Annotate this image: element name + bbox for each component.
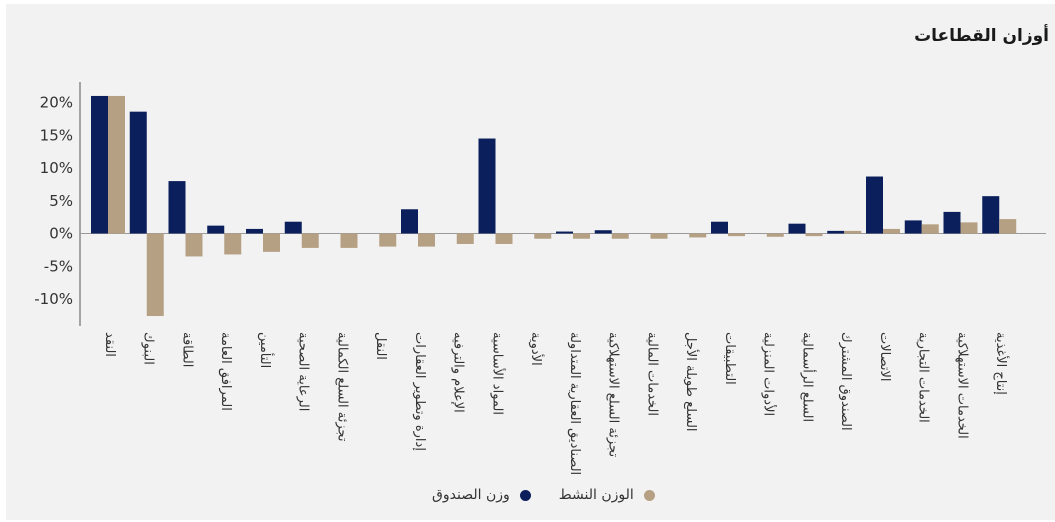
x-category-label: الخدمات الاستهلاكية — [954, 332, 969, 439]
bar-active-weight — [573, 233, 590, 239]
bar-active-weight — [805, 233, 823, 237]
bar-active-weight — [999, 219, 1017, 234]
x-category-label: الخدمات التجارية — [916, 332, 931, 423]
x-category-label: النقل — [373, 332, 388, 360]
x-category-label: تجزئة السلع الكمالية — [334, 332, 349, 442]
bar-active-weight — [883, 228, 900, 234]
x-category-label: الصندوق المشترك — [838, 332, 853, 431]
bar-fund-weight — [129, 111, 147, 234]
legend-swatch-active-weight — [643, 489, 655, 501]
x-category-label: الأدوية — [528, 332, 545, 366]
x-category-label: المواد الأساسية — [489, 332, 506, 415]
x-category-label: المرافق العامة — [218, 332, 233, 411]
legend: وزن الصندوق الوزن النشط — [432, 487, 655, 503]
bar-fund-weight — [478, 138, 496, 234]
x-category-label: تجزئة السلع الاستهلاكية — [606, 332, 621, 457]
y-tick-label: -10% — [34, 290, 73, 308]
x-category-label: إدارة وتطوير العقارات — [412, 332, 427, 451]
bar-active-weight — [960, 222, 978, 234]
bar-active-weight — [301, 233, 319, 248]
bar-active-weight — [534, 233, 552, 239]
y-tick-label: 20% — [40, 94, 73, 112]
x-category-label: النقد — [102, 332, 117, 357]
bar-fund-weight — [827, 230, 845, 234]
bar-active-weight — [611, 233, 629, 239]
bar-fund-weight — [594, 230, 612, 234]
y-tick-label: 5% — [49, 192, 73, 210]
x-category-label: السلع طويلة الأجل — [683, 332, 700, 432]
bar-active-weight — [921, 224, 939, 234]
x-category-label: الرعاية الصحية — [296, 332, 311, 411]
bar-active-weight — [418, 233, 435, 247]
legend-label-active-weight: الوزن النشط — [558, 487, 634, 503]
bar-fund-weight — [401, 209, 418, 234]
legend-label-fund-weight: وزن الصندوق — [432, 487, 510, 503]
x-category-label: الخدمات المالية — [644, 332, 659, 416]
bar-active-weight — [766, 233, 784, 237]
bar-active-weight — [108, 95, 125, 234]
bar-active-weight — [185, 233, 203, 257]
bar-active-weight — [146, 233, 164, 317]
legend-item-fund-weight: وزن الصندوق — [432, 487, 531, 503]
x-category-label: إنتاج الأغذية — [993, 332, 1010, 395]
y-tick-label: -5% — [44, 257, 73, 275]
chart-title: أوزان القطاعات — [914, 26, 1049, 46]
x-category-label: الأدوات المنزلية — [761, 332, 778, 416]
y-tick-label: 15% — [40, 126, 73, 144]
bar-fund-weight — [711, 221, 728, 234]
bar-active-weight — [456, 233, 474, 244]
x-category-label: التطبيقات — [722, 332, 737, 385]
x-category-label: البنوك — [141, 332, 156, 365]
bar-active-weight — [495, 233, 513, 244]
bar-fund-weight — [556, 231, 573, 234]
x-category-label: الطاقة — [179, 332, 194, 367]
bar-active-weight — [224, 233, 242, 255]
bar-active-weight — [650, 233, 668, 239]
bar-active-weight — [340, 233, 358, 248]
bar-fund-weight — [904, 220, 922, 234]
x-category-label: التأمين — [257, 332, 275, 368]
bar-active-weight — [379, 233, 397, 247]
bar-active-weight — [263, 233, 280, 252]
x-category-label: السلع الرأسمالية — [799, 332, 816, 422]
bar-fund-weight — [168, 181, 186, 234]
x-category-label: الاتصالات — [877, 332, 892, 382]
x-category-label: الصناديق العقارية المتداولة — [567, 332, 582, 475]
y-tick-label: 10% — [40, 159, 73, 177]
bar-fund-weight — [284, 221, 302, 234]
bar-fund-weight — [788, 223, 806, 234]
bar-active-weight — [844, 230, 862, 234]
legend-item-active-weight: الوزن النشط — [559, 487, 655, 503]
bar-fund-weight — [866, 176, 883, 234]
bar-fund-weight — [91, 95, 108, 234]
bar-fund-weight — [943, 211, 961, 234]
x-category-label: الإعلام والترفيه — [451, 332, 466, 413]
legend-swatch-fund-weight — [519, 489, 531, 501]
bar-fund-weight — [982, 196, 1000, 234]
bar-active-weight — [689, 233, 707, 238]
bar-active-weight — [728, 233, 745, 237]
bar-fund-weight — [207, 225, 225, 234]
chart-panel — [6, 4, 1055, 520]
bar-fund-weight — [246, 228, 263, 234]
y-tick-label: 0% — [49, 225, 73, 243]
